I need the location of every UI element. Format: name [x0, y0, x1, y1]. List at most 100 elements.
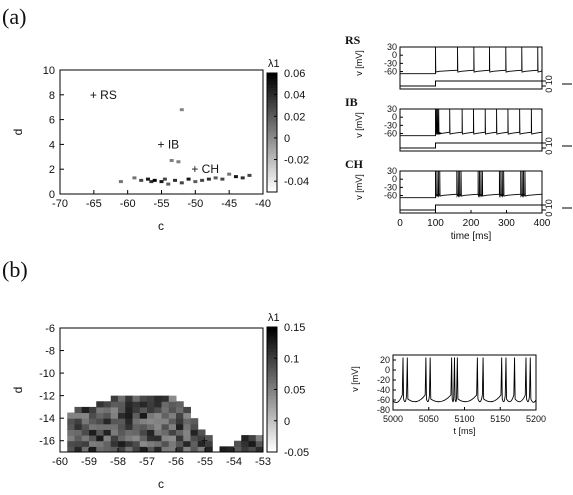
heatmap-b-cell [96, 401, 104, 408]
heatmap-b-cell [110, 446, 119, 453]
heatmap-b-cell [132, 406, 141, 414]
heatmap-b-cell [110, 418, 119, 425]
x-tick-label: -45 [221, 198, 237, 210]
time-tick-label: 300 [498, 218, 515, 229]
trace-title-rs: RS [345, 33, 361, 47]
heatmap-b-cell [183, 418, 191, 425]
heatmap-b-cell [197, 446, 206, 453]
heatmap-b-y-label: d [11, 387, 25, 394]
heatmap-b-cell [183, 440, 191, 447]
colorbar-tick-label: 0 [284, 416, 290, 428]
x-tick-label: -65 [86, 198, 102, 210]
heatmap-a-cell [193, 180, 198, 184]
heatmap-a-cell [173, 178, 178, 182]
heatmap-b-cell [139, 406, 148, 414]
current-tick-labels: 0 10 [544, 137, 554, 155]
heatmap-b-cell [118, 412, 126, 419]
heatmap-b-cell [147, 423, 155, 430]
heatmap-b-cell [110, 423, 119, 430]
y-tick-label: -10 [39, 368, 55, 380]
heatmap-b-cell [176, 429, 184, 436]
time-axis-label: time [ms] [451, 231, 492, 242]
heatmap-b-cell [147, 412, 155, 419]
heatmap-b-cell [103, 418, 112, 425]
heatmap-b-cell [81, 429, 90, 436]
heatmap-b-cell [161, 429, 170, 436]
heatmap-b-cell [118, 395, 126, 402]
y-tick-label: -14 [39, 413, 55, 425]
heatmap-b-cell [161, 435, 170, 442]
colorbar-segment [267, 380, 277, 384]
heatmap-b-cell [67, 418, 75, 425]
colorbar-segment [267, 93, 277, 98]
colorbar-segment [267, 186, 277, 190]
heatmap-b-cell [139, 401, 148, 408]
heatmap-b-cell [248, 435, 257, 442]
colorbar-segment [267, 90, 277, 95]
colorbar-segment [267, 348, 277, 353]
colorbar-segment [267, 147, 277, 151]
heatmap-b-cell [103, 440, 112, 447]
trace-b-v-tick-label: -80 [377, 405, 390, 415]
heatmap-a-cell [227, 172, 232, 176]
heatmap-b-cell [147, 401, 155, 408]
colorbar-segment [267, 373, 277, 378]
heatmap-b-cell [139, 418, 148, 425]
colorbar-tick-label: -0.05 [284, 447, 309, 459]
x-tick-label: -55 [154, 198, 170, 210]
trace-b-time-tick-label: 5150 [490, 414, 510, 424]
heatmap-a-annotation: + IB [158, 137, 180, 151]
trace-v-tick-label: -30 [384, 182, 397, 192]
colorbar-segment [267, 111, 277, 116]
x-tick-label: -50 [187, 198, 203, 210]
trace-v-tick-label: -30 [384, 58, 397, 68]
heatmap-b-cell [190, 429, 199, 436]
heatmap-b-cell [176, 440, 184, 447]
heatmap-b-cell [255, 435, 264, 442]
heatmap-b-cell [67, 440, 75, 447]
colorbar-segment [267, 153, 277, 157]
heatmap-b-cell [168, 440, 177, 447]
heatmap-b-x-ticks: -60 -59 -58 -57 -56 -55 -54 -53 [52, 448, 271, 468]
heatmap-b-cell [139, 395, 148, 402]
y-tick-label: -16 [39, 436, 55, 448]
heatmap-b-cell [248, 446, 257, 453]
heatmap-a-cell [220, 177, 225, 181]
colorbar-segment [267, 408, 277, 412]
colorbar-segment [267, 389, 277, 394]
heatmap-a-cells [118, 108, 252, 186]
heatmap-b-cell [103, 423, 112, 430]
colorbar-segment [267, 358, 277, 362]
heatmap-b-cell [168, 446, 177, 453]
heatmap-a-cell [139, 178, 144, 182]
heatmap-b-cell [81, 418, 90, 425]
heatmap-a-y-ticks: 0 2 4 6 8 10 [43, 65, 64, 201]
heatmap-b-cell [103, 401, 112, 408]
heatmap-a-cell [200, 178, 205, 182]
heatmap-b-cell [154, 406, 162, 414]
heatmap-b-cell [74, 440, 83, 447]
heatmap-b-cell [81, 446, 90, 453]
heatmap-b-cell [132, 412, 141, 419]
colorbar-segment [267, 165, 277, 169]
heatmap-a-cell [179, 181, 184, 185]
y-tick-label: 6 [49, 115, 55, 127]
heatmap-b-cell [197, 435, 206, 442]
heatmap-b-cell [197, 429, 206, 436]
heatmap-b: + -60 -59 -58 -57 -56 -55 -54 -53 -6 -8 -10 -12 -14… [11, 323, 271, 491]
colorbar-segment [267, 105, 277, 110]
heatmap-b-cell [74, 435, 83, 442]
colorbar-segment [267, 150, 277, 154]
colorbar-segment [267, 78, 277, 83]
colorbar-segment [267, 427, 277, 431]
heatmap-b-cell [125, 418, 133, 425]
trace-v-tick-label: -60 [384, 129, 397, 139]
heatmap-b-cell [118, 446, 126, 453]
heatmap-b-cell [161, 418, 170, 425]
heatmap-a-cell [159, 180, 164, 184]
heatmap-b-cell [154, 446, 162, 453]
heatmap-b-cell [96, 446, 104, 453]
heatmap-a-cell [162, 177, 167, 181]
y-tick-label: 0 [49, 189, 55, 201]
time-tick-label: 0 [397, 218, 403, 229]
